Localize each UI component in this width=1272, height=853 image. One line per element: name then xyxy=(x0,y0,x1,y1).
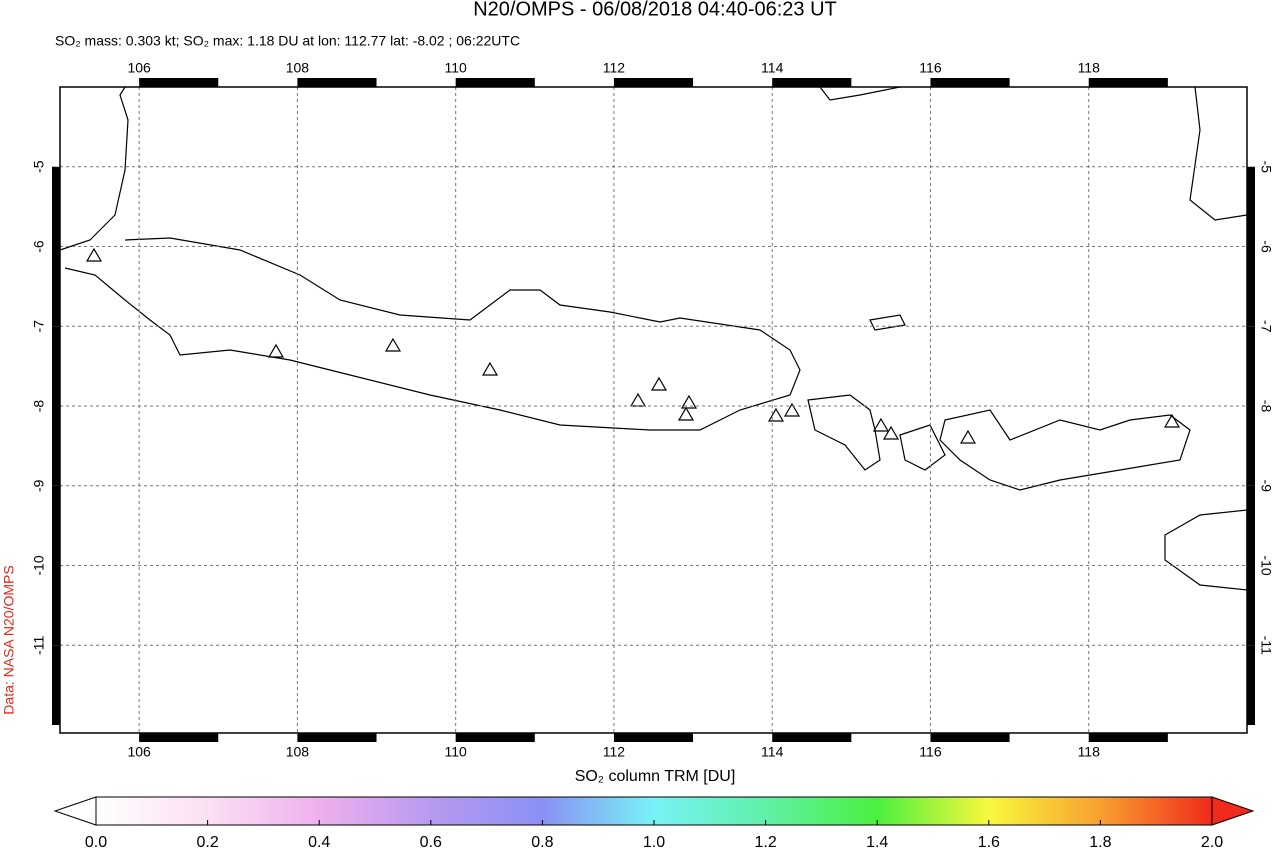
tick-bar xyxy=(1247,485,1255,566)
colorbar-tick-label: 2.0 xyxy=(1201,834,1223,851)
tick-bar xyxy=(1247,565,1255,646)
y-tick-label: -7 xyxy=(31,320,47,333)
x-tick-label: 106 xyxy=(127,60,151,76)
tick-bar xyxy=(297,733,377,742)
tick-bar xyxy=(455,78,535,87)
colorbar-tick-label: 1.8 xyxy=(1089,834,1111,851)
title: N20/OMPS - 06/08/2018 04:40-06:23 UT xyxy=(473,0,837,20)
y-tick-label: -9 xyxy=(31,479,47,492)
y-tick-label: -6 xyxy=(1258,240,1272,253)
colorbar-tick-label: 1.4 xyxy=(866,834,888,851)
x-tick-label: 110 xyxy=(445,60,468,76)
tick-bar xyxy=(1247,246,1255,327)
y-tick-label: -10 xyxy=(1258,555,1272,575)
colorbar-tick-label: 0.4 xyxy=(308,834,330,851)
colorbar-under xyxy=(53,796,97,826)
x-tick-label: 118 xyxy=(1078,744,1101,760)
tick-bar xyxy=(772,78,852,87)
colorbar-tick-label: 0.0 xyxy=(85,834,107,851)
y-tick-label: -8 xyxy=(31,400,47,413)
x-tick-label: 110 xyxy=(445,744,468,760)
tick-bar xyxy=(613,78,694,87)
tick-bar xyxy=(139,78,219,87)
y-tick-label: -5 xyxy=(31,160,47,173)
tick-bar xyxy=(930,733,1010,742)
x-tick-label: 108 xyxy=(286,744,310,760)
tick-bar xyxy=(772,733,852,742)
colorbar-tick-label: 0.6 xyxy=(420,834,442,851)
map-frame xyxy=(59,86,1248,734)
tick-bar xyxy=(455,733,535,742)
y-tick-label: -11 xyxy=(1258,636,1272,655)
tick-bar xyxy=(1247,406,1255,486)
y-tick-label: -7 xyxy=(1258,320,1272,333)
y-tick-label: -9 xyxy=(1258,480,1272,493)
x-tick-label: 106 xyxy=(127,744,151,760)
x-tick-label: 116 xyxy=(919,60,942,76)
x-tick-label: 112 xyxy=(603,744,626,760)
colorbar-tick-label: 1.2 xyxy=(754,834,776,851)
y-tick-label: -10 xyxy=(31,555,47,575)
x-tick-label: 108 xyxy=(286,60,310,76)
tick-bar xyxy=(1247,326,1255,407)
tick-bar xyxy=(52,406,60,486)
tick-bar xyxy=(52,485,60,566)
x-tick-label: 114 xyxy=(761,60,784,76)
subtitle: SO₂ mass: 0.303 kt; SO₂ max: 1.18 DU at … xyxy=(55,33,520,49)
credit: Data: NASA N20/OMPS xyxy=(1,565,17,714)
colorbar-tick-label: 1.6 xyxy=(978,834,1000,851)
tick-bar xyxy=(1088,733,1168,742)
tick-bar xyxy=(52,326,60,407)
tick-bar xyxy=(297,78,377,87)
colorbar-tick-label: 0.2 xyxy=(196,834,218,851)
x-tick-label: 114 xyxy=(761,744,784,760)
x-tick-label: 116 xyxy=(919,744,942,760)
colorbar-over xyxy=(1211,796,1255,826)
tick-bar xyxy=(1088,78,1168,87)
x-tick-label: 118 xyxy=(1078,60,1101,76)
tick-bar xyxy=(1247,645,1255,726)
tick-bar xyxy=(52,565,60,646)
tick-bar xyxy=(613,733,694,742)
y-tick-label: -8 xyxy=(1258,400,1272,413)
colorbar-tick-label: 1.0 xyxy=(643,834,665,851)
y-tick-label: -5 xyxy=(1258,161,1272,174)
y-tick-label: -11 xyxy=(31,635,47,654)
x-tick-label: 112 xyxy=(603,60,626,76)
map-area xyxy=(60,87,1247,733)
y-tick-label: -6 xyxy=(31,240,47,253)
tick-bar xyxy=(1247,166,1255,247)
tick-bar xyxy=(52,645,60,726)
tick-bar xyxy=(52,246,60,327)
tick-bar xyxy=(930,78,1010,87)
colorbar-tick-label: 0.8 xyxy=(531,834,553,851)
tick-bar xyxy=(52,166,60,247)
tick-bar xyxy=(139,733,219,742)
colorbar-label: SO₂ column TRM [DU] xyxy=(575,768,736,785)
